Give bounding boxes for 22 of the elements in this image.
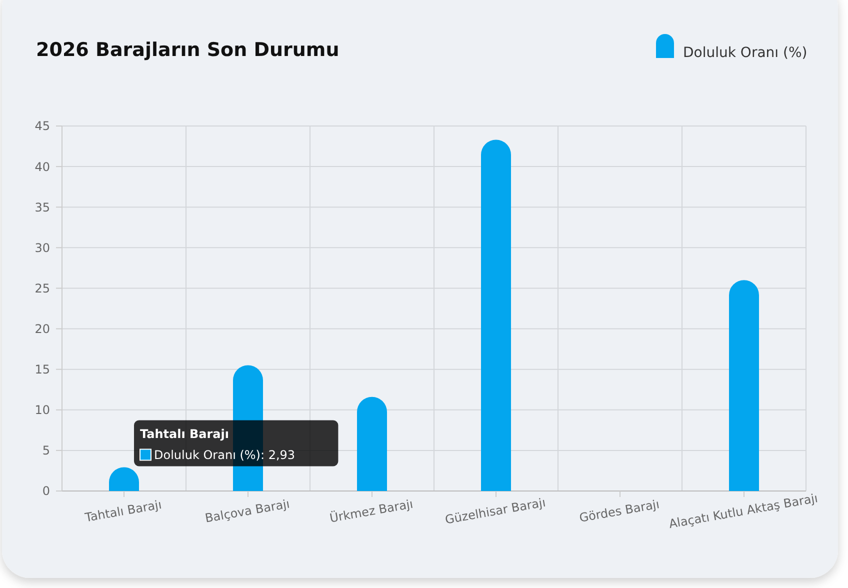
y-tick-label: 5: [42, 444, 50, 458]
x-tick-label: Alaçatı Kutlu Aktaş Barajı: [668, 491, 819, 532]
bar: [729, 280, 759, 491]
x-tick-label: Balçova Barajı: [204, 496, 291, 526]
legend-label: Doluluk Oranı (%): [683, 45, 808, 61]
bar: [481, 140, 511, 491]
x-tick-label: Ürkmez Barajı: [328, 496, 414, 526]
annotation: Tahtalı Barajı Doluluk Oranı (%): 2,93: [140, 427, 296, 462]
x-tick-label: Tahtalı Barajı: [83, 497, 163, 525]
y-tick-label: 20: [34, 322, 50, 336]
y-tick-label: 10: [34, 403, 50, 418]
x-tick-label: Güzelhisar Barajı: [444, 495, 547, 527]
y-tick-label: 15: [34, 362, 50, 377]
y-tick-label: 45: [34, 119, 50, 134]
y-tick-label: 25: [34, 281, 50, 296]
y-tick-label: 35: [34, 200, 50, 214]
bar: [357, 396, 387, 491]
chart-title: 2026 Barajların Son Durumu: [36, 39, 340, 61]
y-tick-label: 0: [42, 484, 50, 498]
y-tick-label: 40: [34, 160, 50, 174]
y-tick-label: 30: [34, 240, 50, 255]
x-tick-label: Gördes Barajı: [578, 497, 660, 525]
